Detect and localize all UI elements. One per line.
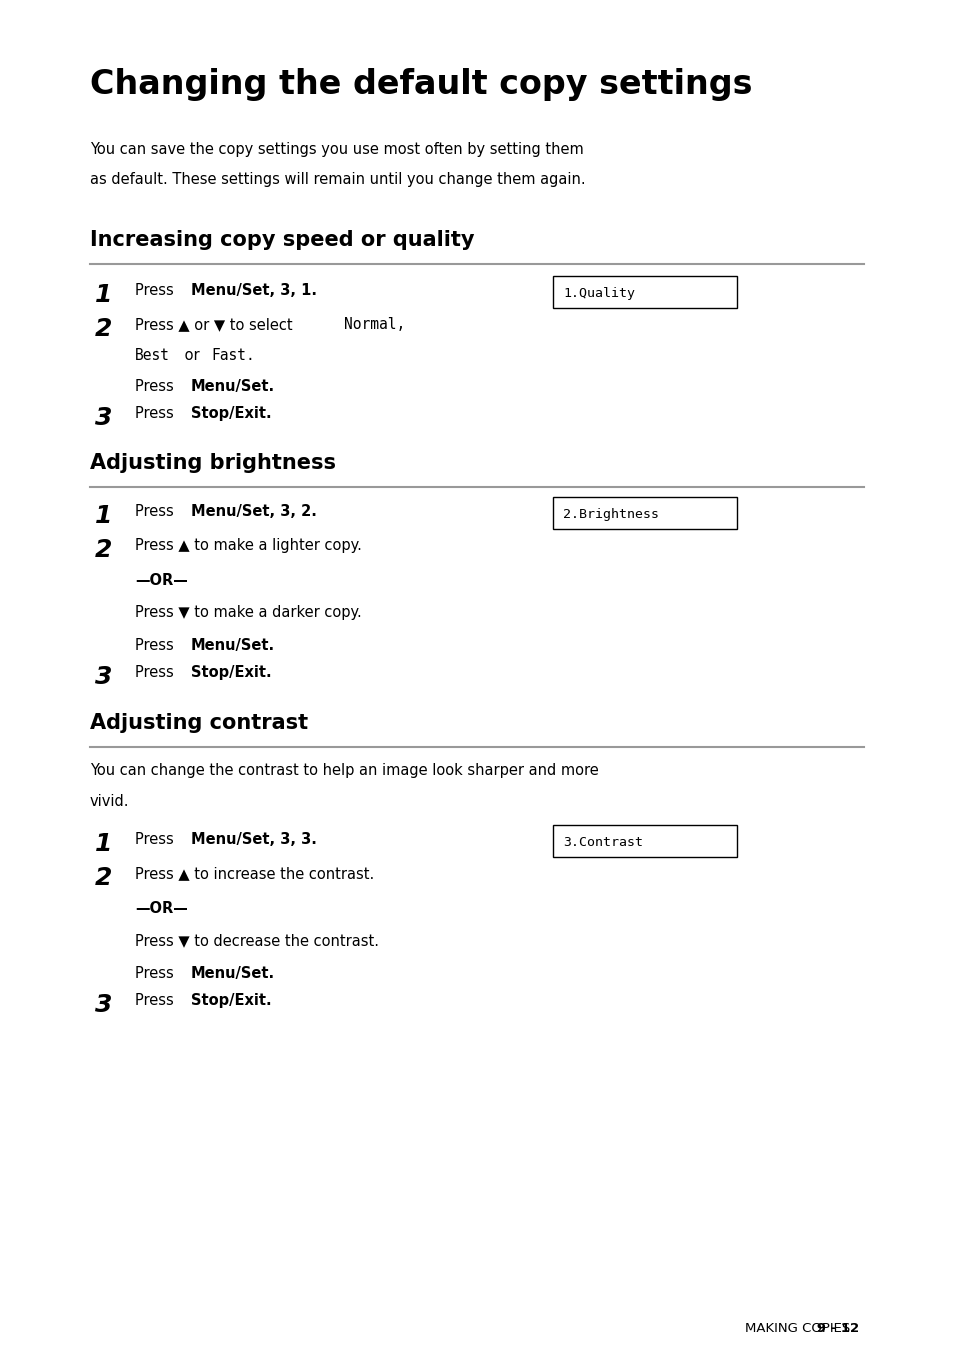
Text: or: or [180,347,204,362]
Text: 2: 2 [95,538,112,562]
FancyBboxPatch shape [553,498,737,529]
Text: Press ▲ to make a lighter copy.: Press ▲ to make a lighter copy. [135,538,361,553]
Text: Press: Press [135,406,178,420]
Text: —OR—: —OR— [135,573,188,588]
Text: 2: 2 [95,316,112,341]
Text: 3: 3 [95,992,112,1017]
Text: Stop/Exit.: Stop/Exit. [191,992,272,1009]
Text: 1: 1 [95,283,112,307]
Text: Menu/Set, 3, 1.: Menu/Set, 3, 1. [191,283,316,297]
Text: 2.Brightness: 2.Brightness [562,507,659,521]
Text: MAKING COPIES: MAKING COPIES [744,1322,858,1334]
Text: Stop/Exit.: Stop/Exit. [191,665,272,680]
Text: Fast.: Fast. [212,347,255,362]
Text: Press: Press [135,965,178,982]
Text: 9 - 12: 9 - 12 [802,1322,858,1334]
Text: 3: 3 [95,665,112,690]
Text: Menu/Set, 3, 2.: Menu/Set, 3, 2. [191,504,316,519]
Text: 3: 3 [95,406,112,430]
Text: Press: Press [135,831,178,846]
Text: Press ▼ to decrease the contrast.: Press ▼ to decrease the contrast. [135,933,378,948]
Text: Press ▼ to make a darker copy.: Press ▼ to make a darker copy. [135,604,361,621]
Text: Press ▲ or ▼ to select: Press ▲ or ▼ to select [135,316,297,333]
Text: Best: Best [135,347,170,362]
Text: Press: Press [135,638,178,653]
Text: Stop/Exit.: Stop/Exit. [191,406,272,420]
Text: 1.Quality: 1.Quality [562,287,635,300]
FancyBboxPatch shape [553,276,737,308]
Text: 2: 2 [95,867,112,890]
Text: Menu/Set.: Menu/Set. [191,379,274,393]
Text: You can change the contrast to help an image look sharper and more: You can change the contrast to help an i… [90,763,598,777]
Text: Normal,: Normal, [344,316,405,333]
Text: vivid.: vivid. [90,794,130,808]
Text: Press: Press [135,504,178,519]
Text: Adjusting brightness: Adjusting brightness [90,453,335,473]
Text: as default. These settings will remain until you change them again.: as default. These settings will remain u… [90,172,585,187]
Text: 3.Contrast: 3.Contrast [562,836,642,849]
FancyBboxPatch shape [553,825,737,857]
Text: Press: Press [135,379,178,393]
Text: 1: 1 [95,831,112,856]
Text: Menu/Set.: Menu/Set. [191,965,274,982]
Text: Changing the default copy settings: Changing the default copy settings [90,68,752,101]
Text: Press: Press [135,665,178,680]
Text: Adjusting contrast: Adjusting contrast [90,713,308,733]
Text: Menu/Set, 3, 3.: Menu/Set, 3, 3. [191,831,316,846]
Text: 1: 1 [95,504,112,529]
Text: Increasing copy speed or quality: Increasing copy speed or quality [90,230,474,250]
Text: Press ▲ to increase the contrast.: Press ▲ to increase the contrast. [135,867,374,882]
Text: —OR—: —OR— [135,900,188,917]
Text: Press: Press [135,283,178,297]
Text: You can save the copy settings you use most often by setting them: You can save the copy settings you use m… [90,142,583,157]
Text: Menu/Set.: Menu/Set. [191,638,274,653]
Text: Press: Press [135,992,178,1009]
